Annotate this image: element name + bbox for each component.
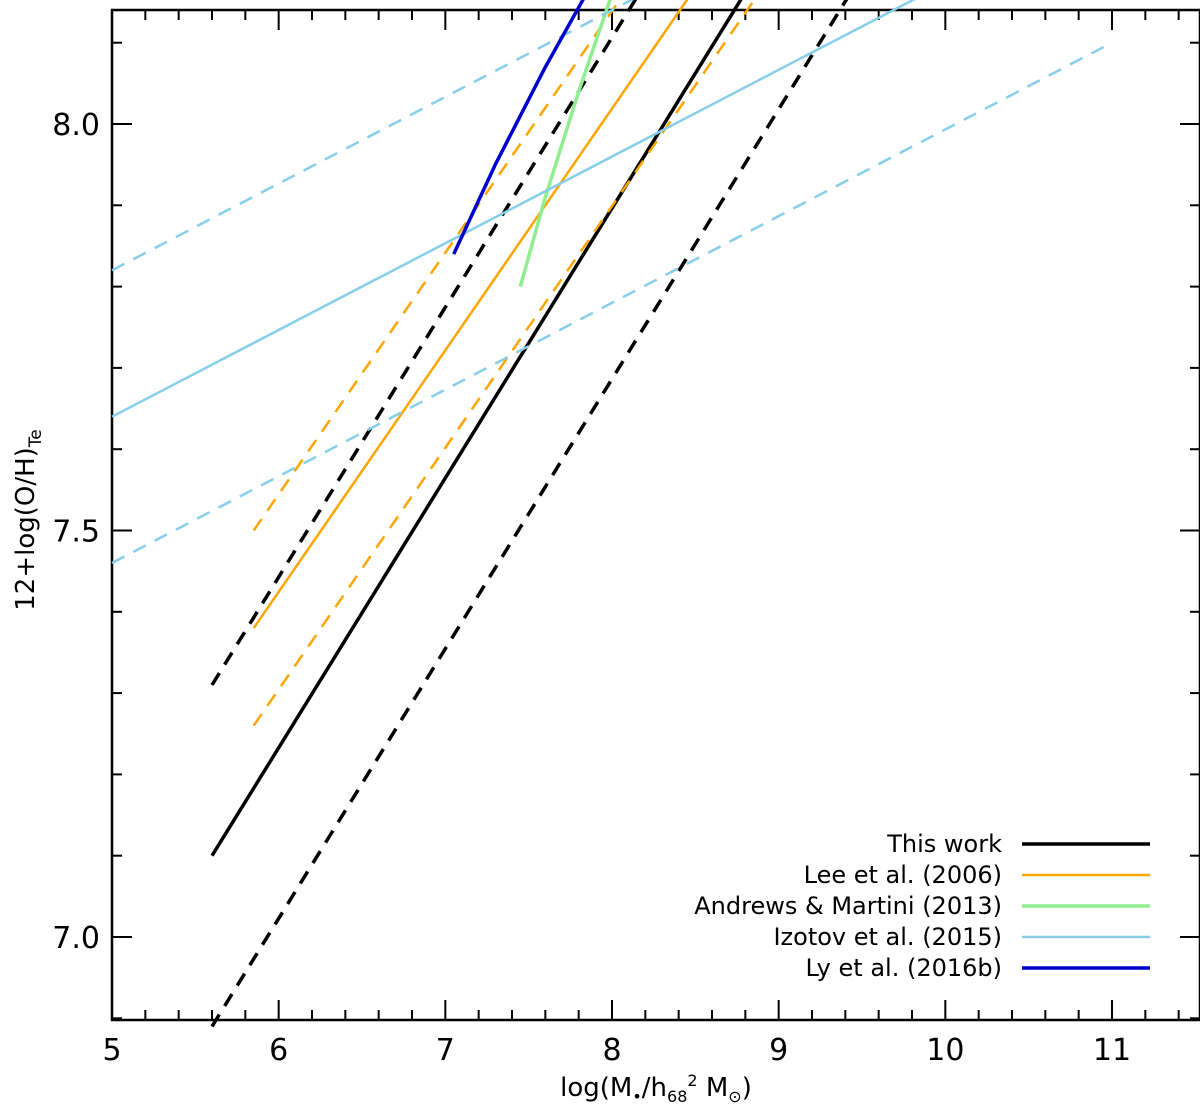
axis-ticks (111, 10, 1200, 1020)
series-layer (111, 0, 1113, 1028)
series-izotov-et-al-2015 (111, 0, 1113, 565)
series-bound-lower (210, 0, 849, 1028)
series-line (452, 0, 585, 255)
y-tick-label: 7.5 (52, 515, 100, 550)
x-tick-label: 5 (102, 1033, 121, 1068)
series-bound-upper (111, 0, 635, 272)
x-tick-label: 11 (1093, 1033, 1131, 1068)
y-tick-label: 8.0 (52, 108, 100, 143)
series-andrews-martini-2013 (518, 0, 612, 288)
x-tick-label: 9 (769, 1033, 788, 1068)
x-tick-label: 7 (436, 1033, 455, 1068)
y-tick-label: 7.0 (52, 921, 100, 956)
series-lee-et-al-2006 (252, 0, 756, 727)
legend-label: Lee et al. (2006) (804, 861, 1002, 889)
x-tick-label: 6 (269, 1033, 288, 1068)
x-tick-label: 10 (926, 1033, 964, 1068)
series-line (111, 0, 916, 418)
series-bound-lower (252, 0, 756, 727)
series-ly-et-al-2016b (452, 0, 585, 255)
x-axis-label: log(M•/h682 M⊙) (560, 1071, 752, 1106)
series-line (210, 0, 743, 857)
series-bound-upper (252, 0, 622, 532)
series-bound-upper (210, 0, 638, 686)
series-line (518, 0, 612, 288)
y-axis-label: 12+log(O/H)Te (11, 429, 46, 611)
legend-label: Ly et al. (2016b) (806, 954, 1002, 982)
series-line (252, 0, 689, 629)
x-tick-label: 8 (602, 1033, 621, 1068)
legend-label: Andrews & Martini (2013) (694, 892, 1002, 920)
plot-frame (110, 8, 1200, 1022)
legend-label: Izotov et al. (2015) (773, 923, 1002, 951)
series-bound-lower (111, 41, 1113, 565)
legend: This work Lee et al. (2006) Andrews & Mart… (694, 830, 1150, 982)
legend-label: This work (886, 830, 1002, 858)
